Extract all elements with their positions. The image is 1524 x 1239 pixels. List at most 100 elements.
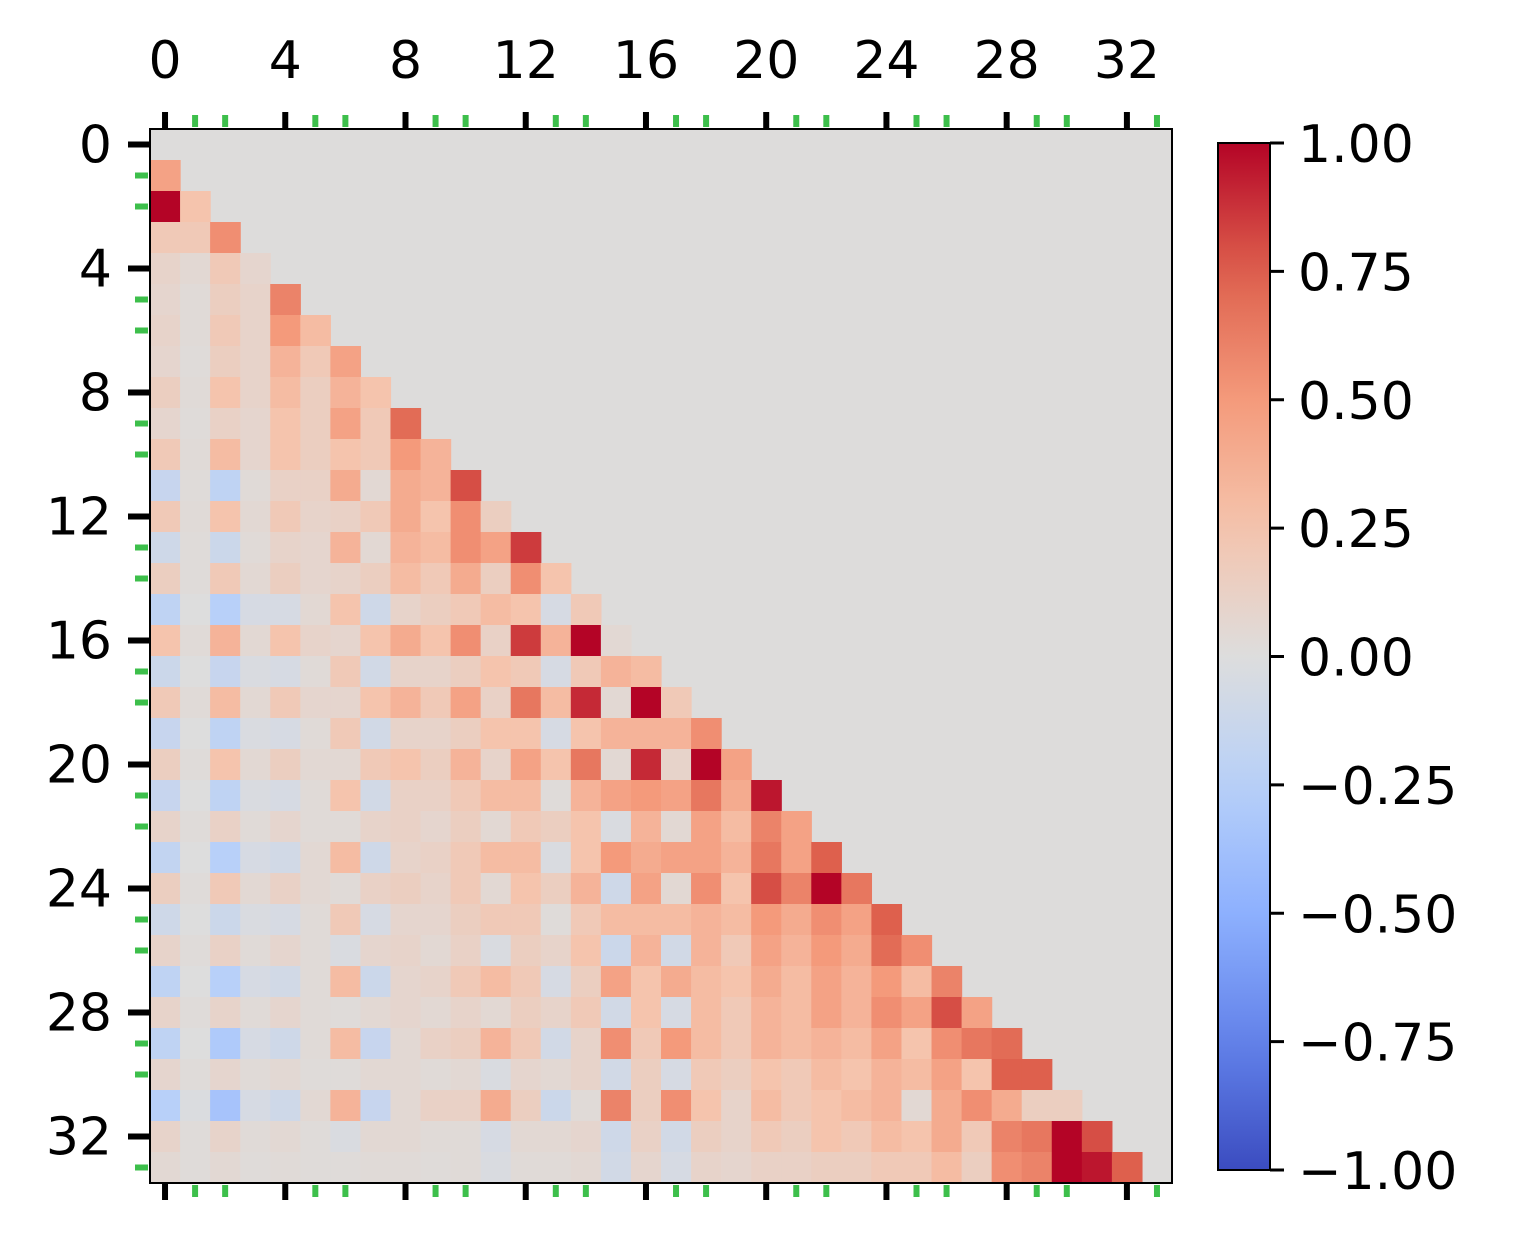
heatmap-cell	[360, 966, 392, 998]
heatmap-cell	[390, 656, 422, 688]
heatmap-cell	[420, 966, 452, 998]
heatmap-cell	[1111, 1152, 1143, 1184]
heatmap-cell	[270, 408, 301, 440]
heatmap-cell	[210, 439, 241, 471]
heatmap-cell	[150, 346, 181, 378]
heatmap-cell	[330, 377, 362, 409]
heatmap-cell	[480, 656, 512, 688]
heatmap-cell	[931, 997, 963, 1029]
heatmap-cell	[811, 935, 842, 967]
heatmap-cell	[751, 966, 782, 998]
heatmap-cell	[300, 718, 331, 750]
heatmap-cell	[721, 1090, 752, 1122]
y-tick-label: 12	[46, 488, 112, 548]
colorbar-tick-label: 0.25	[1298, 500, 1414, 560]
heatmap-cell	[150, 935, 181, 967]
heatmap-cell	[510, 1121, 542, 1153]
heatmap-cell	[961, 997, 993, 1029]
heatmap-cell	[480, 873, 512, 905]
heatmap-cell	[630, 1028, 662, 1060]
heatmap-cell	[570, 1152, 602, 1184]
heatmap-cell	[270, 842, 301, 874]
heatmap-cell	[150, 780, 181, 812]
heatmap-cell	[510, 563, 542, 595]
heatmap-cell	[600, 656, 632, 688]
heatmap-cell	[210, 470, 241, 502]
heatmap-cell	[300, 997, 331, 1029]
heatmap-cell	[691, 749, 722, 781]
heatmap-cell	[180, 563, 211, 595]
heatmap-cell	[721, 1152, 752, 1184]
heatmap-cell	[721, 842, 752, 874]
heatmap-cell	[450, 1090, 482, 1122]
heatmap-cell	[630, 935, 662, 967]
heatmap-cell	[841, 904, 873, 936]
heatmap-cell	[150, 656, 181, 688]
heatmap-cell	[300, 377, 331, 409]
heatmap-cell	[661, 780, 692, 812]
heatmap-cell	[390, 687, 422, 719]
heatmap-cell	[240, 1121, 271, 1153]
heatmap-cell	[781, 1059, 812, 1091]
heatmap-cell	[330, 1152, 362, 1184]
heatmap-cell	[420, 656, 452, 688]
heatmap-cell	[480, 997, 512, 1029]
heatmap-cell	[210, 594, 241, 626]
heatmap-cell	[570, 687, 602, 719]
heatmap-cell	[901, 1090, 933, 1122]
heatmap-cell	[991, 1090, 1023, 1122]
heatmap-cell	[661, 966, 692, 998]
heatmap-cell	[1021, 1121, 1053, 1153]
heatmap-cell	[931, 1121, 963, 1153]
heatmap-cell	[360, 594, 392, 626]
heatmap-cell	[751, 1121, 782, 1153]
heatmap-cell	[210, 935, 241, 967]
heatmap-cell	[330, 904, 362, 936]
heatmap-cell	[300, 1121, 331, 1153]
heatmap-cell	[360, 904, 392, 936]
heatmap-cell	[360, 1090, 392, 1122]
heatmap-cell	[240, 656, 271, 688]
heatmap-cell	[240, 749, 271, 781]
heatmap-cell	[661, 904, 692, 936]
heatmap-cell	[540, 873, 572, 905]
heatmap-cell	[360, 470, 392, 502]
heatmap-cell	[360, 997, 392, 1029]
heatmap-cell	[600, 1152, 632, 1184]
heatmap-cell	[901, 966, 933, 998]
heatmap-cell	[210, 842, 241, 874]
heatmap-cell	[1081, 1121, 1113, 1153]
heatmap-cell	[480, 780, 512, 812]
heatmap-cell	[300, 749, 331, 781]
heatmap-cell	[630, 780, 662, 812]
heatmap-cell	[150, 842, 181, 874]
heatmap-cell	[991, 1121, 1023, 1153]
heatmap-cell	[360, 811, 392, 843]
heatmap-cell	[270, 997, 301, 1029]
heatmap-cell	[240, 501, 271, 533]
heatmap-cells	[150, 129, 1172, 1184]
heatmap-cell	[300, 346, 331, 378]
heatmap-cell	[901, 1152, 933, 1184]
heatmap-cell	[811, 1059, 842, 1091]
heatmap-cell	[510, 811, 542, 843]
heatmap-cell	[691, 780, 722, 812]
heatmap-cell	[510, 935, 542, 967]
heatmap-cell	[240, 563, 271, 595]
heatmap-cell	[150, 1152, 181, 1184]
heatmap-cell	[240, 439, 271, 471]
heatmap-cell	[450, 780, 482, 812]
heatmap-cell	[691, 718, 722, 750]
heatmap-cell	[1081, 1152, 1113, 1184]
heatmap-cell	[420, 1152, 452, 1184]
heatmap-cell	[751, 780, 782, 812]
x-tick-label: 0	[148, 31, 181, 91]
heatmap-cell	[751, 935, 782, 967]
heatmap-cell	[330, 439, 362, 471]
heatmap-cell	[210, 811, 241, 843]
heatmap-cell	[630, 1059, 662, 1091]
heatmap-cell	[270, 594, 301, 626]
heatmap-cell	[300, 408, 331, 440]
heatmap-cell	[570, 1059, 602, 1091]
heatmap-cell	[300, 687, 331, 719]
